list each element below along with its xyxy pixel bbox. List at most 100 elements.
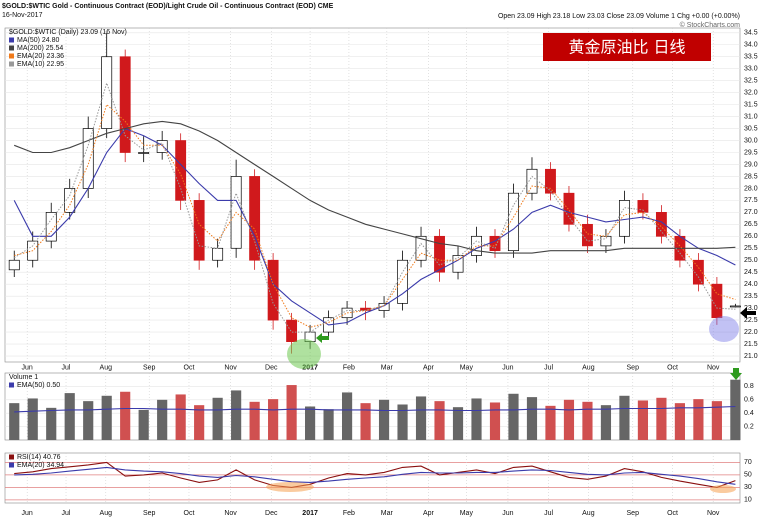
candle-body [692,259,704,285]
series-line [14,466,736,485]
y-tick-label: 25.0 [744,257,758,264]
x-tick-label: Sep [627,364,640,371]
volume-bar [9,403,20,440]
plot-layer: 21.0 21.5 22.0 22.5 23.0 23.5 24.0 24.5 25.0 25.5… [4,27,758,517]
volume-bar [471,398,482,440]
series-line [13,127,736,326]
candle-body [138,152,150,154]
volume-bar [452,407,464,440]
y-tick-label: 30.5 [744,125,758,132]
volume-bar [526,397,538,440]
legend-label: EMA(20) 34.94 [17,462,64,469]
banner [543,33,711,61]
volume-bar [508,393,519,440]
series-line [14,461,736,488]
volume-arrow [730,368,742,380]
y-tick-label: 70 [744,459,752,466]
candle-body [415,235,427,261]
candle-body [655,212,667,237]
volume-bar [212,397,223,440]
legend-swatch [9,37,14,43]
chart-title: $GOLD:$WTIC Gold - Continuous Contract (… [2,3,334,10]
y-tick-label: 26.0 [744,233,758,240]
legend-label: EMA(20) 23.36 [17,53,64,60]
x-tick-label: Jun [502,510,513,517]
candle-body [526,168,538,194]
legend-label: RSI(14) 40.76 [17,454,61,461]
y-tick-label: 10 [744,497,752,504]
x-tick-label: Jun [502,364,513,371]
candle-body [618,200,630,237]
date: 16-Nov-2017 [2,12,43,19]
x-tick-label: Oct [184,364,195,371]
y-tick-label: 23.0 [744,305,758,312]
volume-bar [231,390,242,440]
x-tick-label: Nov [224,364,237,371]
legend-swatch [9,45,14,51]
y-tick-label: 29.5 [744,149,758,156]
x-tick-label: Feb [343,510,355,517]
volume-bar [323,409,334,440]
volume-bar [563,399,575,440]
x-tick-label: Jul [62,364,71,371]
y-tick-label: 0.2 [744,423,754,430]
legend-swatch [9,382,14,388]
panel [4,27,741,363]
candle-body [711,283,723,319]
y-tick-label: 31.5 [744,101,758,108]
y-tick-label: 28.0 [744,185,758,192]
y-tick-label: 34.5 [744,30,758,37]
y-tick-label: 22.0 [744,329,758,336]
y-tick-label: 21.5 [744,341,758,348]
y-tick-label: 30 [744,484,752,491]
x-tick-label: Jun [22,510,33,517]
y-tick-label: 25.5 [744,245,758,252]
legend-swatch [9,53,14,59]
x-tick-label: Dec [265,364,278,371]
y-tick-label: 21.0 [744,353,758,360]
panel [4,452,741,504]
legend-label: EMA(50) 0.50 [17,382,60,389]
candle-body [267,259,279,321]
candle-body [545,168,556,194]
candle-body [249,176,261,261]
x-tick-label: Sep [627,510,640,517]
volume-bar [711,401,722,440]
y-tick-label: 33.5 [744,54,758,61]
y-tick-label: 27.0 [744,209,758,216]
volume-bar [434,401,445,440]
candle-body [193,200,205,261]
y-tick-label: 50 [744,472,752,479]
legend-title: $GOLD:$WTIC (Daily) 23.09 (16 Nov) [9,29,127,36]
legend-swatch [9,462,14,468]
volume-bar [582,401,593,440]
volume-bar [545,405,556,440]
volume-bar [360,403,371,440]
series-line [14,103,736,328]
y-tick-label: 0.8 [744,383,754,390]
x-tick-label: Nov [224,510,237,517]
x-tick-label: Jul [62,510,71,517]
x-tick-label: Dec [265,510,278,517]
series-line [14,405,736,413]
candle-body [212,247,224,261]
green-arrow [316,333,329,343]
legend-label: EMA(10) 22.95 [17,61,64,68]
y-tick-label: 33.0 [744,66,758,73]
candle-body [397,259,408,304]
volume-bar [120,391,131,440]
y-tick-label: 22.5 [744,317,758,324]
annotations [266,307,756,493]
y-tick-label: 32.0 [744,89,758,96]
volume-bar [489,402,501,440]
volume-bar [600,405,612,440]
x-tick-label: Nov [707,364,720,371]
price-arrow [740,307,756,319]
volume-bar [268,399,279,440]
rsi-highlight [266,482,314,492]
candle-body [64,188,76,213]
y-tick-label: 0.4 [744,410,754,417]
x-tick-label: Jul [544,510,553,517]
candle-body [101,56,113,129]
